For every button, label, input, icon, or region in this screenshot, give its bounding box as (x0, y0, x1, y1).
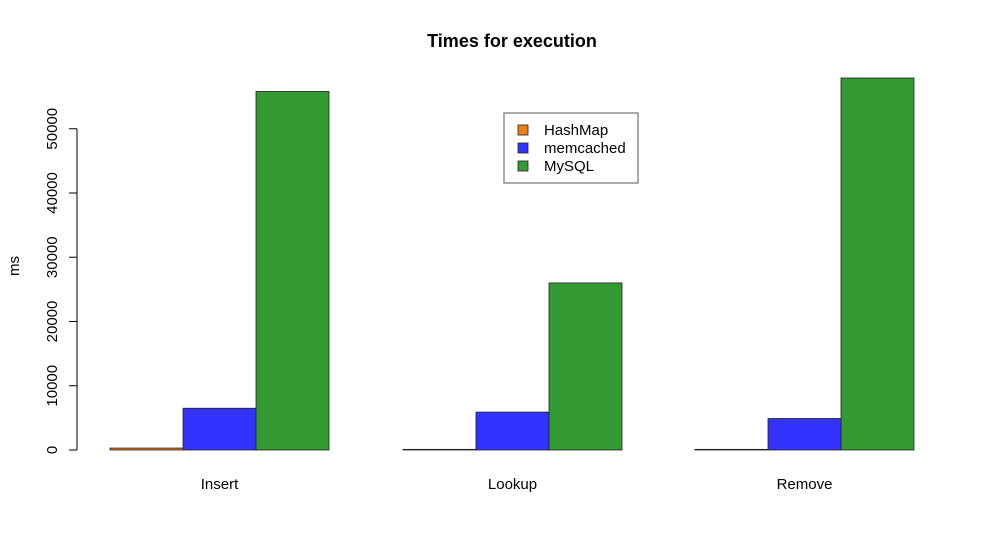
bar-lookup-memcached (475, 411, 550, 451)
bar-remove-hashmap (694, 448, 769, 451)
chart-title: Times for execution (427, 31, 597, 51)
bar-insert-memcached (182, 407, 257, 451)
y-tick-label: 20000 (44, 301, 61, 343)
bar-lookup-hashmap (402, 448, 477, 451)
y-tick-label: 30000 (44, 236, 61, 278)
y-tick-label: 40000 (44, 172, 61, 214)
legend-swatch-hashmap (517, 124, 529, 136)
bar-insert-mysql (255, 91, 330, 451)
bar-remove-memcached (767, 418, 842, 451)
bar-lookup-mysql (548, 282, 623, 451)
legend-swatch-mysql (517, 160, 529, 172)
x-label-lookup: Lookup (488, 476, 537, 493)
y-tick-label: 0 (44, 446, 61, 454)
legend-label-hashmap: HashMap (544, 122, 608, 139)
y-axis-label: ms (6, 256, 23, 276)
x-label-insert: Insert (201, 476, 239, 493)
bar-remove-mysql (840, 77, 915, 451)
x-axis-labels: Insert Lookup Remove (201, 476, 833, 493)
legend-label-mysql: MySQL (544, 158, 594, 175)
y-axis: 0 10000 20000 30000 40000 50000 (44, 108, 78, 454)
x-label-remove: Remove (777, 476, 833, 493)
y-tick-label: 10000 (44, 365, 61, 407)
legend-swatch-memcached (517, 142, 529, 154)
bar-insert-hashmap (109, 447, 184, 451)
legend-label-memcached: memcached (544, 140, 626, 157)
y-tick-label: 50000 (44, 108, 61, 150)
bars (109, 77, 915, 451)
